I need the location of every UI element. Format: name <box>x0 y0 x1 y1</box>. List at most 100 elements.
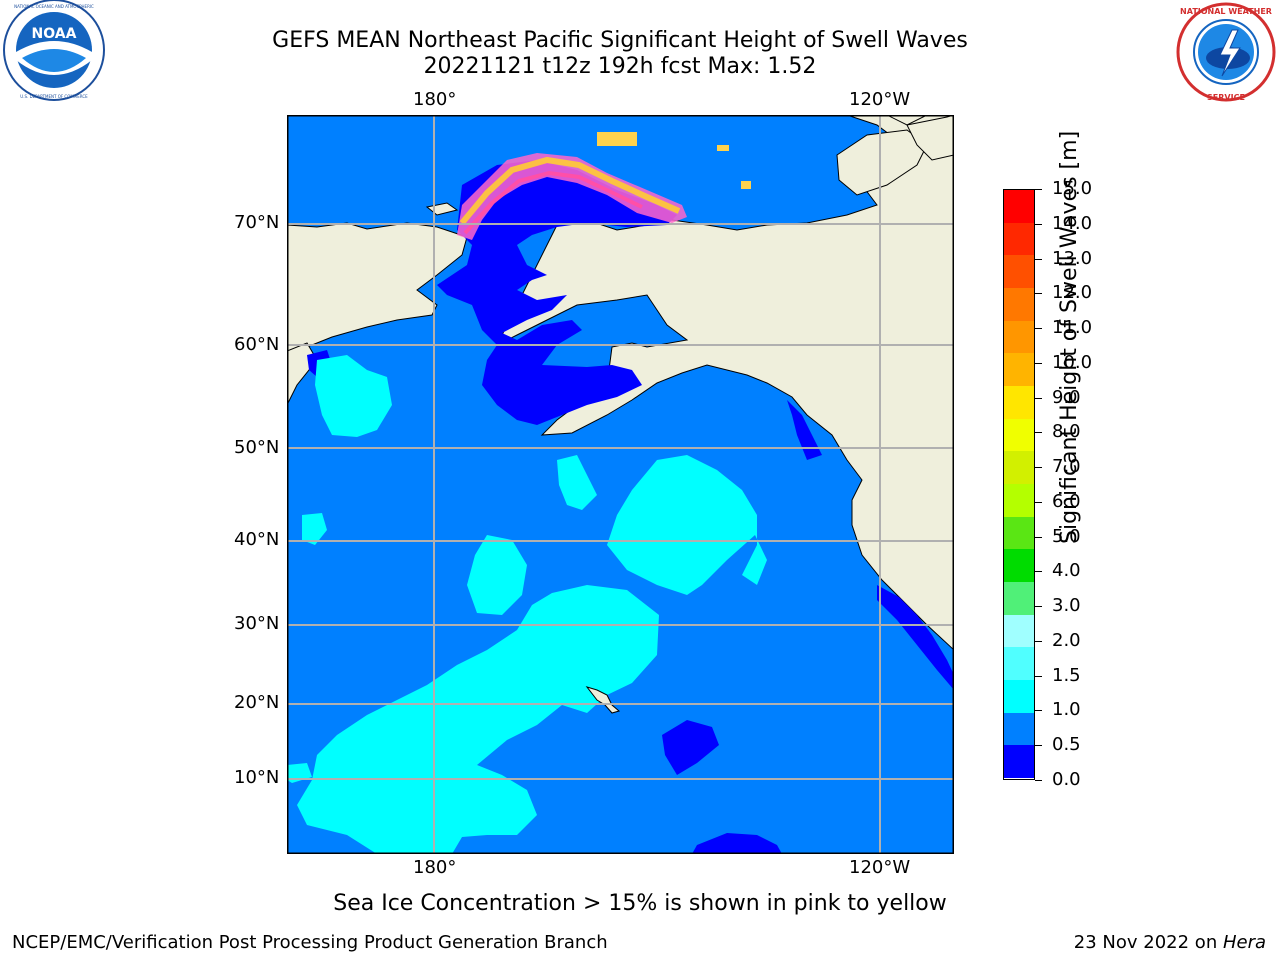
chart-title: GEFS MEAN Northeast Pacific Significant … <box>272 28 968 53</box>
sea-ice-patch-ne <box>741 181 751 189</box>
footer-branch: NCEP/EMC/Verification Post Processing Pr… <box>12 932 608 953</box>
colorbar-tickmark <box>1035 397 1042 399</box>
low-swell-patch-south <box>662 720 719 775</box>
colorbar-segment <box>1004 288 1034 322</box>
colorbar-tickmark <box>1035 293 1042 295</box>
colorbar-tickmark <box>1035 223 1042 225</box>
low-swell-west-coast <box>877 585 954 690</box>
lon-label-top-120w: 120°W <box>849 89 911 110</box>
swell-patch-west <box>302 513 327 545</box>
colorbar-tickmark <box>1035 536 1042 538</box>
lon-label-top-180: 180° <box>413 89 457 110</box>
colorbar-tick-label: 13.0 <box>1052 247 1093 269</box>
colorbar-segment <box>1004 745 1034 779</box>
svg-text:NATIONAL OCEANIC AND ATMOSPHER: NATIONAL OCEANIC AND ATMOSPHERIC <box>14 4 94 9</box>
colorbar-tickmark <box>1035 710 1042 712</box>
colorbar-tickmark <box>1035 640 1042 642</box>
map-border <box>287 115 954 854</box>
svg-text:SERVICE: SERVICE <box>1207 93 1245 102</box>
svg-text:U.S. DEPARTMENT OF COMMERCE: U.S. DEPARTMENT OF COMMERCE <box>20 94 88 99</box>
colorbar-tick-label: 12.0 <box>1052 282 1093 304</box>
colorbar-segment <box>1004 647 1034 681</box>
lat-label-40n: 40°N <box>234 529 280 550</box>
sea-ice-patch-north <box>597 132 637 146</box>
sea-ice-patch-ne-2 <box>717 145 729 151</box>
swell-patch-northeast <box>607 455 767 595</box>
lat-label-60n: 60°N <box>234 334 280 355</box>
sea-ice-edge <box>459 156 681 225</box>
colorbar-tick-label: 15.0 <box>1052 178 1093 199</box>
colorbar-segment <box>1004 353 1034 387</box>
colorbar-tickmark <box>1035 571 1042 573</box>
lat-label-10n: 10°N <box>234 767 280 788</box>
lat-label-50n: 50°N <box>234 437 280 458</box>
swell-band-subtropical <box>297 585 659 854</box>
colorbar-tick-label: 1.0 <box>1052 699 1081 721</box>
colorbar-segment <box>1004 386 1034 420</box>
lon-label-bottom-180: 180° <box>413 857 457 878</box>
sea-ice-inner <box>463 170 643 235</box>
land-hawaii <box>585 686 621 714</box>
colorbar-tick-label: 2.0 <box>1052 629 1081 651</box>
colorbar-tick-label: 0.0 <box>1052 769 1081 790</box>
colorbar-tickmark <box>1035 745 1042 747</box>
colorbar-tickmark <box>1035 606 1042 608</box>
colorbar-tickmark <box>1035 780 1042 781</box>
swell-patch-central <box>467 535 527 615</box>
map-graticule <box>287 115 954 854</box>
noaa-logo-text: NOAA <box>32 26 77 42</box>
sea-ice-fringe <box>457 153 687 240</box>
colorbar-tick-label: 0.5 <box>1052 734 1081 756</box>
colorbar-tickmark <box>1035 258 1042 260</box>
sea-ice-note: Sea Ice Concentration > 15% is shown in … <box>333 891 947 916</box>
footer-host: Hera <box>1222 932 1266 953</box>
swell-patch-bering-west <box>315 355 392 437</box>
chart-subtitle: 20221121 t12z 192h fcst Max: 1.52 <box>423 54 817 79</box>
colorbar-tick-label: 9.0 <box>1052 386 1081 408</box>
colorbar-segment <box>1004 549 1034 583</box>
colorbar-segment <box>1004 255 1034 289</box>
footer-date: 23 Nov 2022 on Hera <box>1074 932 1266 953</box>
colorbar-segment <box>1004 712 1034 746</box>
colorbar-tickmark <box>1035 328 1042 330</box>
colorbar-tick-label: 3.0 <box>1052 595 1081 617</box>
swell-patch-northcentral <box>557 455 597 510</box>
low-swell-bering <box>437 160 677 425</box>
lon-label-bottom-120w: 120°W <box>849 857 911 878</box>
low-swell-patch-equator <box>692 833 782 854</box>
colorbar-segment <box>1004 418 1034 452</box>
colorbar-segment <box>1004 484 1034 518</box>
low-swell-gulf-alaska <box>787 400 822 460</box>
colorbar <box>1003 189 1035 780</box>
colorbar-tick-label: 8.0 <box>1052 421 1081 443</box>
nws-logo: NATIONAL WEATHER SERVICE <box>1176 2 1276 102</box>
colorbar-segment <box>1004 190 1034 224</box>
colorbar-segment <box>1004 222 1034 256</box>
colorbar-segment <box>1004 516 1034 550</box>
colorbar-tick-label: 1.5 <box>1052 664 1081 686</box>
land-arctic-island-2 <box>906 115 954 161</box>
colorbar-tick-label: 14.0 <box>1052 212 1093 234</box>
lat-label-30n: 30°N <box>234 613 280 634</box>
colorbar-tick-label: 10.0 <box>1052 351 1093 373</box>
colorbar-segment <box>1004 451 1034 485</box>
colorbar-tick-label: 5.0 <box>1052 525 1081 547</box>
lat-label-20n: 20°N <box>234 692 280 713</box>
colorbar-tickmark <box>1035 675 1042 677</box>
noaa-logo: NOAA NATIONAL OCEANIC AND ATMOSPHERIC U.… <box>3 0 105 101</box>
colorbar-tickmark <box>1035 432 1042 434</box>
colorbar-tick-label: 6.0 <box>1052 490 1081 512</box>
colorbar-segment <box>1004 582 1034 616</box>
swell-height-map[interactable] <box>287 115 954 854</box>
colorbar-tickmark <box>1035 467 1042 469</box>
colorbar-tick-label: 11.0 <box>1052 317 1093 339</box>
colorbar-tickmark <box>1035 501 1042 503</box>
colorbar-segment <box>1004 320 1034 354</box>
colorbar-tickmark <box>1035 362 1042 364</box>
colorbar-tick-label: 7.0 <box>1052 456 1081 478</box>
colorbar-tickmark <box>1035 189 1042 190</box>
colorbar-segment <box>1004 680 1034 714</box>
svg-text:NATIONAL WEATHER: NATIONAL WEATHER <box>1180 7 1272 16</box>
footer-date-text: 23 Nov 2022 on <box>1073 932 1223 953</box>
lat-label-70n: 70°N <box>234 212 280 233</box>
